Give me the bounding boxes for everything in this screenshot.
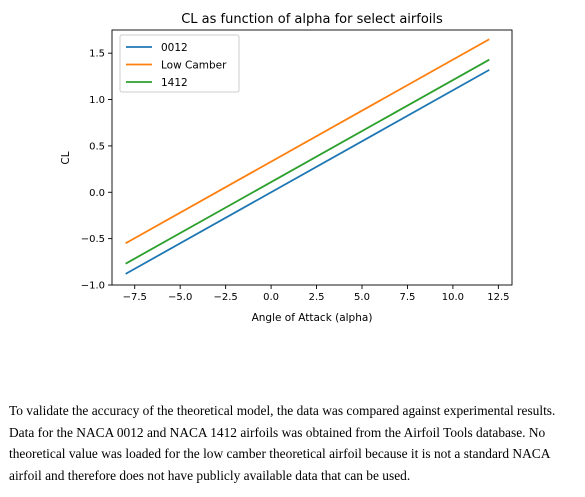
y-tick-label: −0.5 bbox=[81, 234, 105, 245]
series-line-low-camber bbox=[125, 38, 490, 245]
legend-label: 0012 bbox=[161, 42, 188, 54]
legend-label: Low Camber bbox=[161, 60, 227, 72]
y-tick-label: 1.0 bbox=[89, 95, 105, 106]
x-axis-ticks: −7.5 −5.0 −2.5 0.0 2.5 5.0 7.5 10.0 12.5 bbox=[123, 285, 509, 303]
x-tick-label: −5.0 bbox=[168, 292, 192, 303]
x-tick-label: 0.0 bbox=[263, 292, 279, 303]
legend-box bbox=[119, 34, 240, 93]
series-layer bbox=[125, 38, 490, 275]
series-line-1412 bbox=[125, 58, 490, 265]
y-axis-label: CL bbox=[60, 151, 72, 164]
legend-label: 1412 bbox=[161, 77, 188, 89]
x-tick-label: 7.5 bbox=[400, 292, 416, 303]
x-tick-label: 2.5 bbox=[309, 292, 325, 303]
y-tick-label: 0.0 bbox=[89, 188, 105, 199]
x-tick-label: 10.0 bbox=[442, 292, 464, 303]
legend: 0012 Low Camber 1412 bbox=[119, 34, 240, 93]
y-tick-label: 0.5 bbox=[89, 141, 105, 152]
x-tick-label: −7.5 bbox=[123, 292, 147, 303]
series-line-0012 bbox=[125, 69, 490, 275]
x-tick-label: 12.5 bbox=[487, 292, 509, 303]
y-tick-label: −1.0 bbox=[81, 281, 105, 292]
x-axis-label: Angle of Attack (alpha) bbox=[252, 312, 373, 324]
chart-title: CL as function of alpha for select airfo… bbox=[181, 12, 443, 27]
x-tick-label: 5.0 bbox=[354, 292, 370, 303]
y-tick-label: 1.5 bbox=[89, 49, 105, 60]
line-chart: CL as function of alpha for select airfo… bbox=[60, 12, 513, 324]
body-paragraph: To validate the accuracy of the theoreti… bbox=[9, 403, 556, 483]
y-axis-ticks: −1.0 −0.5 0.0 0.5 1.0 1.5 bbox=[81, 49, 112, 292]
legend-items: 0012 Low Camber 1412 bbox=[126, 42, 227, 89]
x-tick-label: −2.5 bbox=[213, 292, 237, 303]
